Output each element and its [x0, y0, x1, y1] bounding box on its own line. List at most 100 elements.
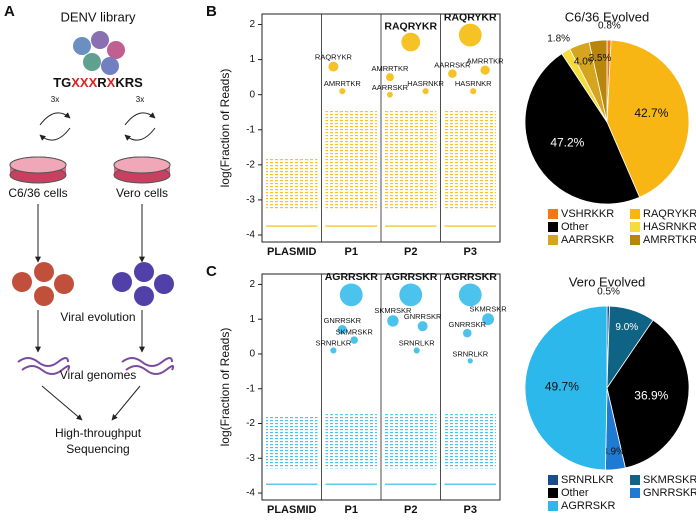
y-tick-label: 0 — [249, 89, 255, 100]
slice-label: 9.0% — [615, 322, 638, 333]
bubble-label: AGRRSKR — [444, 271, 498, 283]
legend-label: RAQRYKR — [643, 208, 696, 220]
legend-label: VSHRKKR — [561, 208, 614, 220]
bubble-label: SKMRSKR — [470, 304, 508, 313]
x-tick-label: P3 — [464, 504, 477, 516]
legend-label: Other — [561, 487, 589, 499]
bubble — [458, 23, 482, 47]
plot-frame — [261, 13, 501, 243]
bubble-label: SRNRLKR — [399, 338, 435, 347]
legend-swatch — [548, 235, 558, 245]
legend-label: HASRNKR — [643, 221, 696, 233]
bubble — [417, 321, 428, 332]
bubble-label: HASRNKR — [455, 79, 492, 88]
pie-title: Vero Evolved — [569, 274, 646, 289]
arrow — [111, 385, 141, 421]
bubble — [385, 73, 394, 82]
bubble-label: SRNRLKR — [452, 349, 488, 358]
bubble-label: SKMRSKR — [374, 306, 412, 315]
cycle-arrow — [124, 127, 156, 141]
bubble — [482, 313, 495, 326]
x-tick-label: P1 — [345, 504, 358, 516]
y-tick-label: 0 — [249, 349, 255, 360]
y-axis-title: log(Fraction of Reads) — [218, 328, 232, 447]
y-tick-label: -2 — [246, 159, 255, 170]
bubble — [458, 283, 482, 307]
bubble-label: RAQRYKR — [444, 11, 497, 23]
diagram: DENV library TGXXXRXKRS 3x 3x C6/36 cell… — [8, 9, 175, 456]
read-cloud — [266, 157, 318, 211]
slice-label: 4.0% — [574, 56, 597, 67]
bubble — [401, 32, 421, 52]
virus-library-icon — [73, 31, 125, 75]
step-label: Viral genomes — [60, 368, 137, 382]
read-cloud — [266, 416, 318, 469]
panel-label: C — [206, 263, 217, 280]
slice-label: 0.5% — [597, 287, 620, 298]
y-tick-label: 2 — [249, 279, 255, 290]
y-tick-label: 1 — [249, 54, 255, 65]
y-tick-label: -3 — [246, 195, 255, 206]
y-tick-label: -2 — [246, 418, 255, 429]
read-cloud — [444, 414, 496, 469]
bubble-label: RAQRYKR — [315, 53, 353, 62]
x-tick-label: PLASMID — [267, 246, 317, 258]
legend-swatch — [630, 209, 640, 219]
cycle-arrow — [39, 112, 71, 126]
pie-slice — [606, 319, 690, 469]
bubble — [350, 336, 358, 344]
pie-slice — [606, 39, 690, 198]
legend-swatch — [548, 222, 558, 232]
x-tick-label: P2 — [404, 504, 417, 516]
library-label: DENV library — [60, 9, 136, 24]
legend-label: SRNRLKR — [561, 474, 614, 486]
slice-label: 3.5% — [589, 53, 612, 64]
bubble-label: AGRRSKR — [325, 271, 379, 283]
bubble — [467, 358, 473, 364]
legend-label: GNRRSKR — [643, 487, 696, 499]
legend-swatch — [548, 209, 558, 219]
passage-label: 3x — [51, 95, 59, 104]
bubble-label: SKMRSKR — [336, 327, 374, 336]
passage-label: 3x — [136, 95, 144, 104]
bubble — [339, 283, 363, 307]
bubble-label: AMRRTKR — [467, 56, 505, 65]
bubble — [339, 88, 346, 95]
y-tick-label: -1 — [246, 383, 255, 394]
cell-label: Vero cells — [116, 186, 168, 200]
bubble-label: RAQRYKR — [384, 20, 437, 32]
cycle-arrow — [124, 112, 156, 126]
bubble — [328, 61, 339, 72]
plot-frame — [261, 273, 501, 501]
step-label: Viral evolution — [60, 310, 135, 324]
evolved-virus-icon — [12, 262, 174, 306]
slice-label: 36.9% — [634, 388, 668, 402]
bubble-label: AARRSKR — [434, 60, 471, 69]
read-cloud — [325, 109, 377, 211]
bubble — [462, 328, 472, 338]
cycle-arrow — [39, 127, 71, 141]
sequence-part: X — [107, 75, 116, 90]
slice-label: 42.7% — [634, 106, 668, 120]
legend-label: AMRRTKR — [643, 234, 696, 246]
read-cloud — [325, 414, 377, 469]
x-tick-label: P3 — [464, 246, 477, 258]
cell-label: C6/36 cells — [8, 186, 67, 200]
bubble-label: GNRRSKR — [449, 320, 487, 329]
step-label: High-throughput — [55, 426, 142, 440]
bubble-label: AMRRTKR — [371, 64, 409, 73]
slice-label: 1.8% — [547, 34, 570, 45]
y-tick-label: 1 — [249, 314, 255, 325]
y-tick-label: -4 — [246, 488, 255, 499]
sequence-part: XXX — [71, 75, 97, 90]
legend-swatch — [630, 222, 640, 232]
bubble-label: HASRNKR — [407, 79, 444, 88]
bubble — [413, 347, 420, 354]
read-cloud — [385, 109, 437, 211]
y-tick-label: -1 — [246, 124, 255, 135]
legend-swatch — [548, 475, 558, 485]
slice-label: 3.9% — [602, 446, 625, 457]
panel-label: A — [4, 3, 15, 20]
slice-label: 0.8% — [598, 21, 621, 32]
